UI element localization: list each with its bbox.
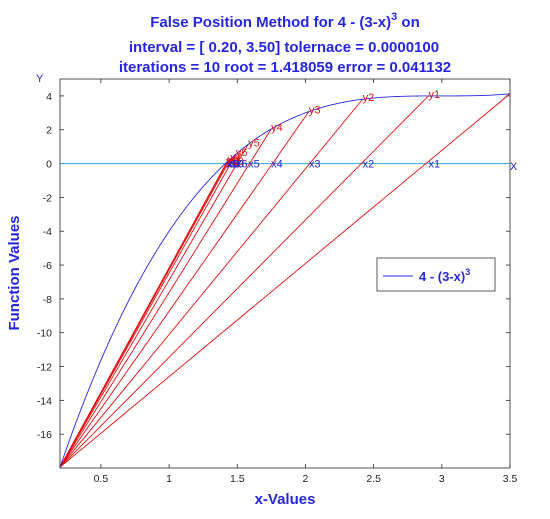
secant-line: [59, 93, 511, 468]
y-tick-label: -10: [37, 328, 52, 340]
secant-line: [59, 111, 310, 468]
secant-lines: [59, 93, 511, 468]
iteration-x-label: x6: [236, 159, 248, 171]
secant-line: [59, 162, 228, 468]
iteration-y-label: y9: [227, 155, 239, 167]
iteration-x-label: x8: [228, 159, 240, 171]
iteration-y-label: y5: [248, 137, 260, 149]
legend-box: [376, 257, 496, 292]
x-axis-label: x-Values: [255, 491, 316, 508]
y-tick-label: -6: [43, 260, 52, 272]
y-tick-label: -4: [43, 226, 52, 238]
y-tick-label: -16: [37, 429, 52, 441]
secant-line: [59, 144, 249, 468]
iteration-x-label: x1: [428, 159, 440, 171]
y-tick-label: 0: [46, 159, 52, 171]
x-tick-label: 3.5: [503, 473, 518, 485]
iteration-x-label: x5: [248, 159, 260, 171]
y-tick-label: 2: [46, 125, 52, 137]
iteration-y-label: y2: [363, 92, 375, 104]
x-tick-label: 1: [166, 473, 172, 485]
function-curve: [59, 93, 511, 468]
ticks-layer: 0.5 1 1.5 2 2.5 3 3.5 4 2 0 -2 -4 -6 -8 -10 -12 -14 -16: [37, 79, 518, 485]
iteration-y-label: y10: [226, 156, 244, 168]
secant-line: [59, 95, 429, 468]
iteration-y-label: y7: [230, 152, 242, 164]
iteration-y-label: y1: [428, 89, 440, 101]
iteration-x-label: x9: [227, 159, 239, 171]
chart-title-line-1: False Position Method for 4 - (3-x)3 on: [150, 11, 419, 31]
y-tick-label: -8: [43, 294, 52, 306]
secant-line: [59, 98, 363, 468]
iteration-x-label: x2: [363, 159, 375, 171]
legend: 4 - (3-x)3: [376, 257, 496, 292]
y-tick-label: -12: [37, 362, 52, 374]
iteration-x-label: x7: [230, 159, 242, 171]
x-tick-label: 0.5: [94, 473, 109, 485]
iteration-x-label: x4: [271, 159, 283, 171]
legend-entry-curve: 4 - (3-x)3: [419, 267, 470, 284]
iteration-y-label: y4: [271, 122, 283, 134]
iteration-y-label: y8: [228, 154, 240, 166]
iteration-x-label: x10: [226, 159, 244, 171]
x-tick-label: 3: [439, 473, 445, 485]
iteration-y-label: y6: [236, 147, 248, 159]
x-tick-label: 1.5: [230, 473, 245, 485]
secant-line: [59, 128, 272, 468]
chart-title-line-3: iterations = 10 root = 1.418059 error = …: [119, 59, 451, 76]
x-axis-marker: X: [510, 161, 518, 173]
y-tick-label: -2: [43, 192, 52, 204]
chart-title-line-2: interval = [ 0.20, 3.50] tolernace = 0.0…: [129, 39, 439, 56]
y-tick-label: -14: [37, 395, 52, 407]
y-axis-label: Function Values: [6, 215, 23, 330]
x-tick-label: 2: [303, 473, 309, 485]
curve-layer: [59, 93, 511, 468]
iteration-labels: y1 x1 y2 x2 y3 x3 y4 x4 y5 x5y6x6y7x7y8x8y9x9y10x…: [226, 89, 440, 171]
y-axis-marker: Y: [36, 73, 44, 85]
x-tick-label: 2.5: [366, 473, 381, 485]
iteration-x-label: x3: [309, 159, 321, 171]
iteration-y-label: y3: [309, 105, 321, 117]
y-tick-label: 4: [46, 91, 52, 103]
